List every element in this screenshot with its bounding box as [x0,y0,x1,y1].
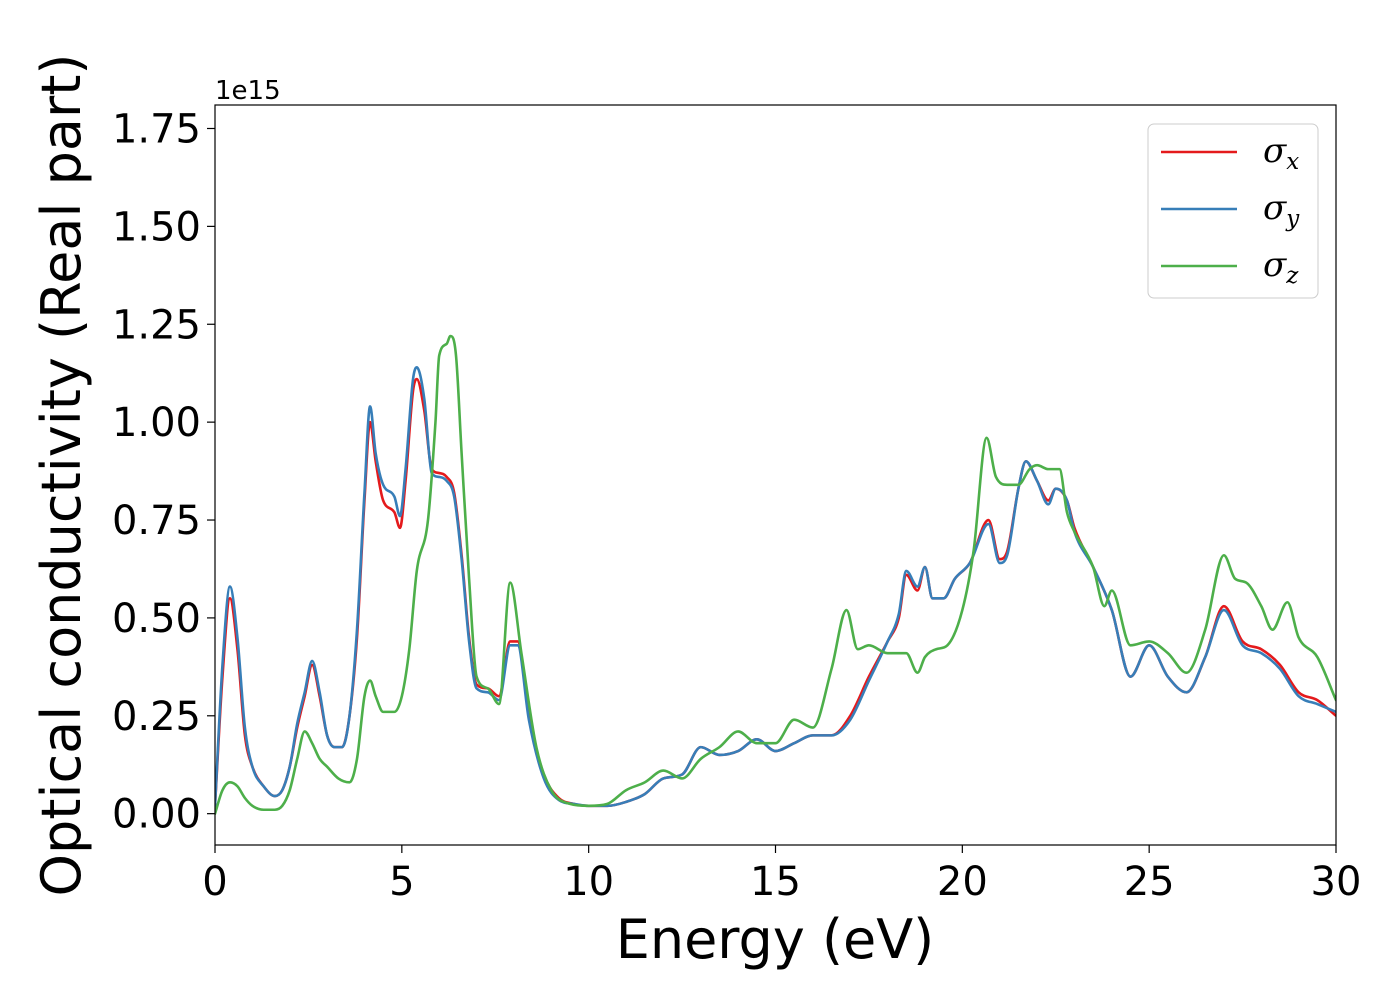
x-tick-label: 30 [1311,859,1362,905]
y-tick-label: 1.75 [112,106,201,152]
x-tick-label: 0 [202,859,227,905]
y-tick-label: 0.75 [112,498,201,544]
y-tick-label: 1.00 [112,400,201,446]
y-axis: 0.00 0.25 0.50 0.75 1.00 1.25 1.50 1.75 [112,106,215,838]
x-tick-label: 20 [937,859,988,905]
x-tick-label: 25 [1124,859,1175,905]
y-offset-label: 1e15 [215,76,281,106]
y-axis-label: Optical conductivity (Real part) [30,54,93,897]
legend-label-z: σz [1263,245,1299,289]
y-tick-label: 1.25 [112,302,201,348]
x-axis-label: Energy (eV) [616,908,935,971]
y-tick-label: 0.00 [112,792,201,838]
legend: σx σy σz [1147,123,1319,299]
legend-label-y: σy [1263,188,1300,232]
x-tick-label: 15 [750,859,801,905]
y-tick-label: 0.25 [112,694,201,740]
x-tick-label: 5 [389,859,414,905]
x-tick-label: 10 [563,859,614,905]
series-line-y [215,366,1336,808]
series-layer [215,334,1336,815]
y-tick-label: 1.50 [112,204,201,250]
legend-box [1147,123,1319,299]
x-axis: 0 5 10 15 20 25 30 [202,845,1361,905]
legend-label-x: σx [1263,131,1299,175]
y-tick-label: 0.50 [112,596,201,642]
series-line-z [215,334,1336,815]
